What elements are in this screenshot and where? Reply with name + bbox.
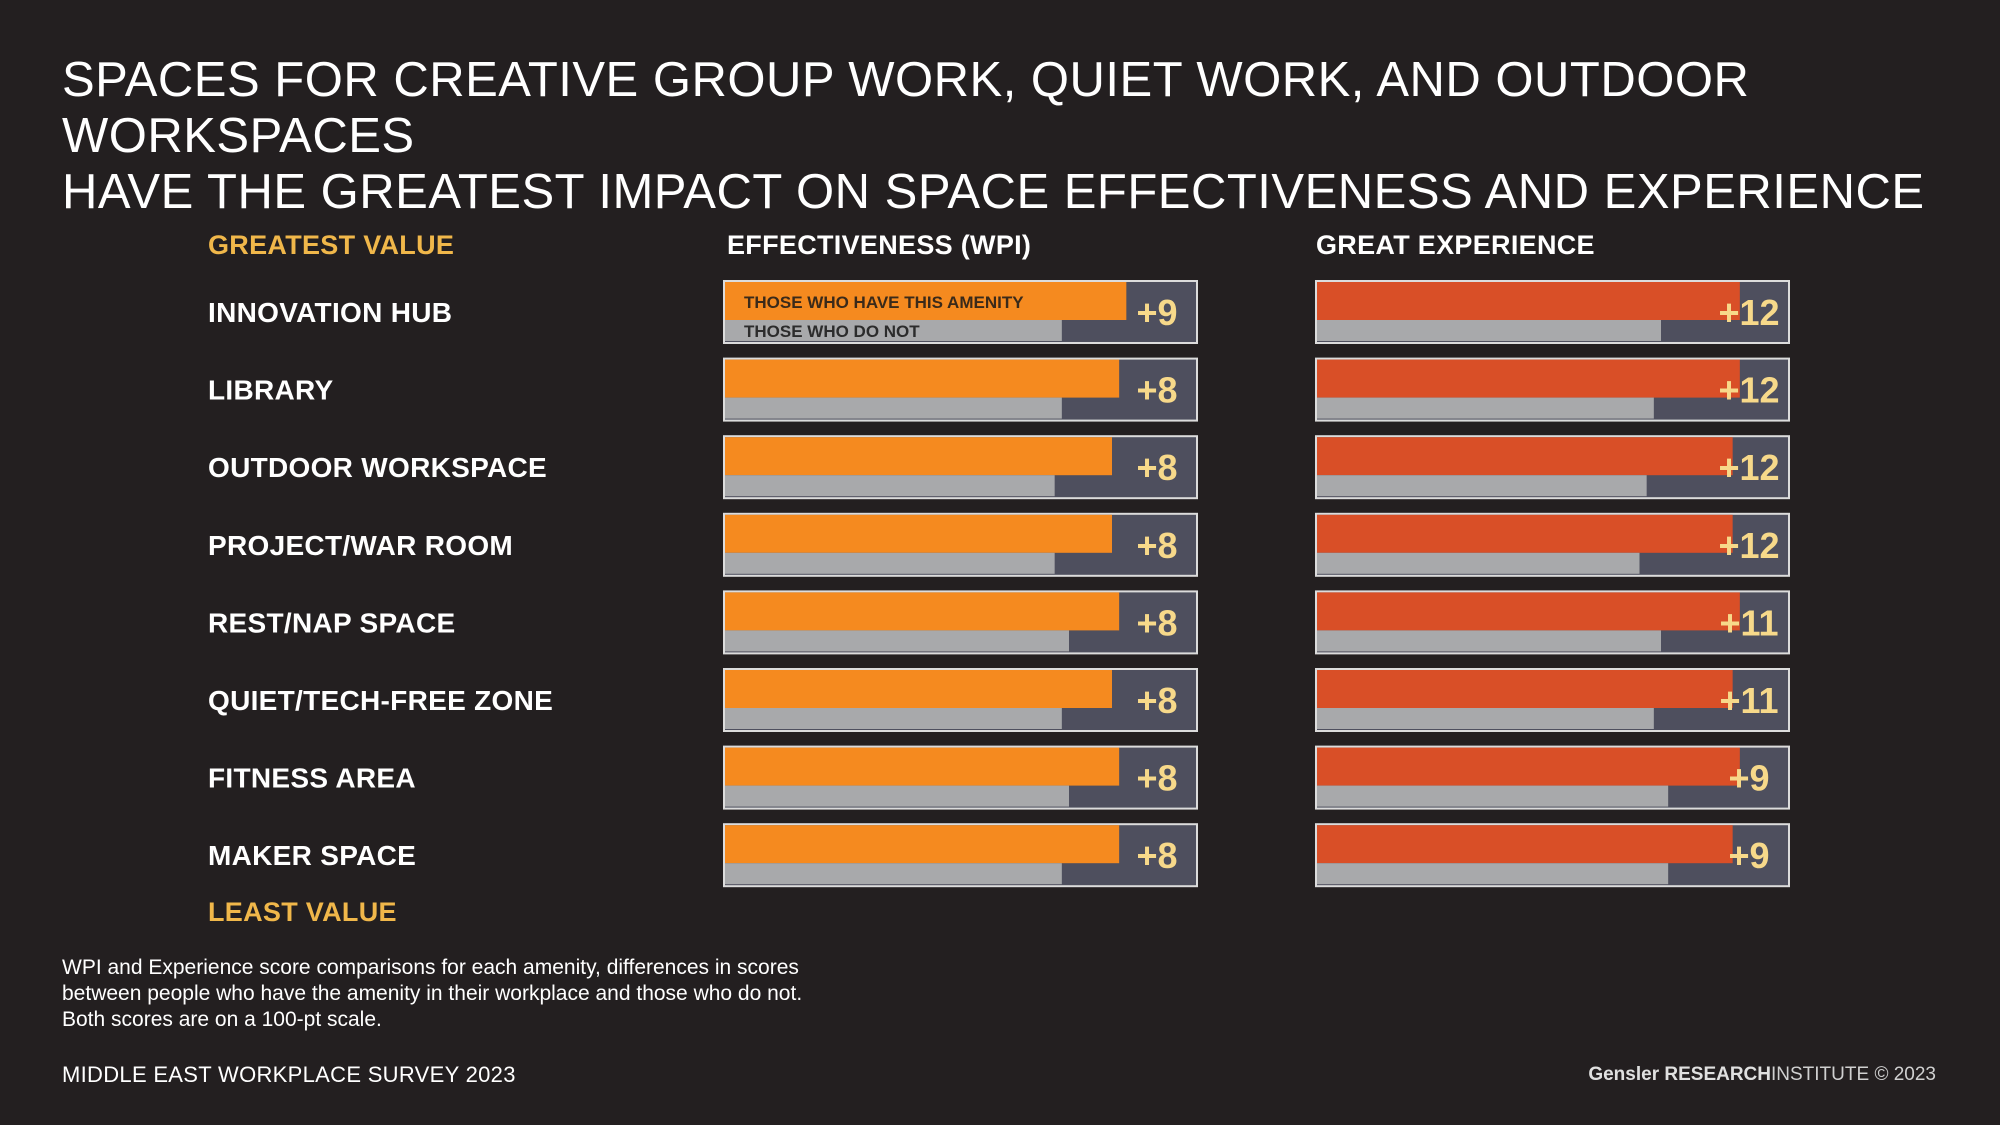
difference-label: +9 bbox=[1728, 758, 1769, 799]
bar-not bbox=[725, 708, 1062, 729]
difference-label: +9 bbox=[1728, 835, 1769, 876]
bar-have bbox=[725, 592, 1120, 631]
title-line-2: HAVE THE GREATEST IMPACT ON SPACE EFFECT… bbox=[62, 165, 1925, 219]
brand-name: Gensler bbox=[1588, 1064, 1660, 1085]
bar-have bbox=[725, 282, 1127, 320]
category-label: PROJECT/WAR ROOM bbox=[208, 530, 513, 561]
bar-not bbox=[725, 320, 1062, 341]
bar-have bbox=[725, 514, 1112, 553]
bar-have bbox=[725, 359, 1120, 398]
bar-not bbox=[1317, 320, 1661, 341]
greatest-value-label: GREATEST VALUE bbox=[208, 230, 455, 260]
bar-have bbox=[725, 437, 1112, 476]
bar-have bbox=[1317, 825, 1733, 864]
bar-have bbox=[1317, 359, 1740, 398]
difference-label: +8 bbox=[1136, 525, 1177, 566]
bar-have bbox=[1317, 592, 1740, 631]
bar-not bbox=[1317, 863, 1669, 885]
category-label: OUTDOOR WORKSPACE bbox=[208, 452, 547, 483]
difference-label: +8 bbox=[1136, 602, 1177, 643]
bar-not bbox=[1317, 630, 1661, 652]
bar-not bbox=[725, 630, 1069, 652]
bar-not bbox=[1317, 552, 1640, 574]
difference-label: +11 bbox=[1719, 680, 1778, 721]
difference-label: +8 bbox=[1136, 680, 1177, 721]
bar-not bbox=[1317, 785, 1669, 807]
category-label: REST/NAP SPACE bbox=[208, 607, 455, 638]
legend-have-label: THOSE WHO HAVE THIS AMENITY bbox=[744, 293, 1024, 312]
bar-have bbox=[725, 670, 1112, 708]
difference-label: +8 bbox=[1136, 758, 1177, 799]
bar-not bbox=[1317, 708, 1654, 729]
brand-research: RESEARCH bbox=[1664, 1064, 1771, 1085]
bar-have bbox=[1317, 514, 1733, 553]
bar-have bbox=[725, 825, 1120, 864]
brand-copyright: © 2023 bbox=[1874, 1064, 1936, 1085]
bar-not bbox=[725, 552, 1055, 574]
footnote: WPI and Experience score comparisons for… bbox=[62, 956, 803, 1031]
survey-name: MIDDLE EAST WORKPLACE SURVEY 2023 bbox=[62, 1062, 516, 1087]
legend-not-label: THOSE WHO DO NOT bbox=[744, 322, 920, 341]
bar-have bbox=[1317, 670, 1733, 708]
bar-not bbox=[1317, 475, 1647, 497]
bar-have bbox=[725, 747, 1120, 786]
bar-not bbox=[725, 475, 1055, 497]
bar-not bbox=[725, 397, 1062, 419]
difference-label: +12 bbox=[1718, 525, 1779, 566]
bar-not bbox=[1317, 397, 1654, 419]
category-label: MAKER SPACE bbox=[208, 840, 416, 871]
brand-logo: Gensler RESEARCHINSTITUTE © 2023 bbox=[1588, 1064, 1936, 1086]
category-label: LIBRARY bbox=[208, 375, 334, 406]
difference-label: +8 bbox=[1136, 835, 1177, 876]
bar-not bbox=[725, 785, 1069, 807]
difference-label: +9 bbox=[1136, 292, 1177, 333]
least-value-label: LEAST VALUE bbox=[208, 897, 397, 927]
difference-label: +8 bbox=[1136, 370, 1177, 411]
bar-not bbox=[725, 863, 1062, 885]
difference-label: +8 bbox=[1136, 447, 1177, 488]
difference-label: +12 bbox=[1718, 447, 1779, 488]
difference-label: +11 bbox=[1719, 602, 1778, 643]
category-label: QUIET/TECH-FREE ZONE bbox=[208, 685, 553, 716]
difference-label: +12 bbox=[1718, 370, 1779, 411]
bar-have bbox=[1317, 747, 1740, 786]
experience-panel-title: GREAT EXPERIENCE bbox=[1316, 230, 1595, 260]
difference-label: +12 bbox=[1718, 292, 1779, 333]
bar-have bbox=[1317, 437, 1733, 476]
category-label: FITNESS AREA bbox=[208, 763, 416, 794]
bar-have bbox=[1317, 282, 1740, 320]
title-line-1: SPACES FOR CREATIVE GROUP WORK, QUIET WO… bbox=[62, 53, 1750, 163]
category-label: INNOVATION HUB bbox=[208, 297, 452, 328]
effectiveness-panel-title: EFFECTIVENESS (WPI) bbox=[727, 230, 1032, 260]
page-title: SPACES FOR CREATIVE GROUP WORK, QUIET WO… bbox=[62, 52, 1962, 220]
brand-institute: INSTITUTE bbox=[1771, 1064, 1870, 1085]
